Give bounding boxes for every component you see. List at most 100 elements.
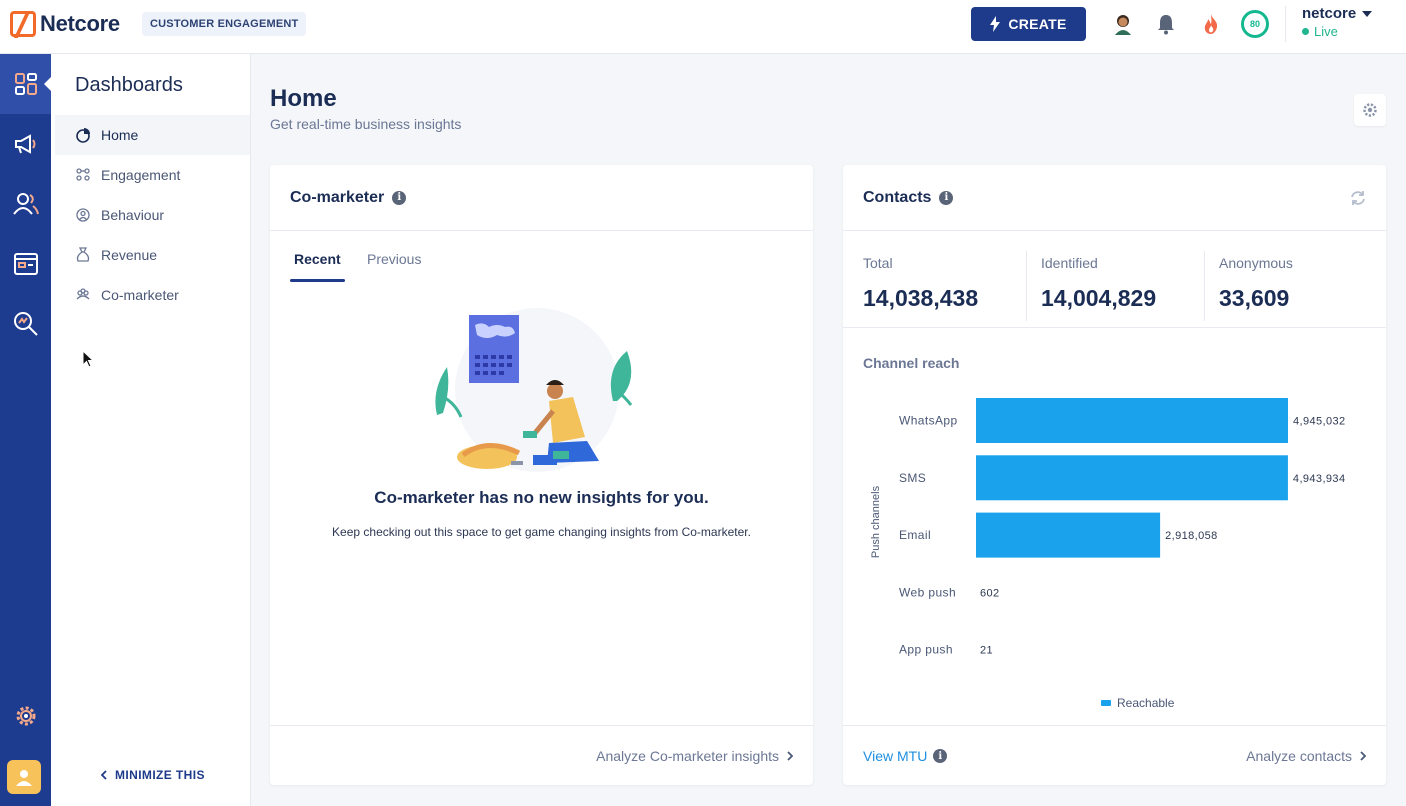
mouse-cursor-icon — [82, 350, 94, 368]
bar-value-label: 21 — [980, 645, 993, 657]
browser-window-icon — [13, 253, 38, 275]
create-button-label: CREATE — [1008, 16, 1067, 32]
live-status-dot — [1302, 28, 1309, 35]
empty-state-title: Co-marketer has no new insights for you. — [374, 488, 709, 507]
empty-state-subtitle: Keep checking out this space to get game… — [332, 525, 751, 539]
sidebar-item-label: Co-marketer — [101, 287, 179, 303]
tab-recent[interactable]: Recent — [294, 251, 341, 267]
stat-label: Identified — [1041, 255, 1098, 271]
channel-reach-title: Channel reach — [863, 355, 960, 371]
card-footer: View MTU i Analyze contacts — [843, 725, 1386, 785]
primary-nav-rail — [0, 54, 52, 806]
gear-icon — [16, 706, 35, 726]
bar[interactable] — [976, 512, 1161, 558]
sidebar-item-label: Behaviour — [101, 207, 165, 223]
active-tab-indicator — [290, 279, 345, 282]
analyze-co-marketer-label: Analyze Co-marketer insights — [596, 748, 779, 764]
stat-identified: Identified 14,004,829 — [1021, 231, 1201, 327]
stats-divider — [843, 327, 1386, 328]
bar-value-label: 2,918,058 — [1165, 530, 1218, 542]
rail-analytics[interactable] — [0, 294, 51, 354]
chevron-left-icon — [101, 770, 107, 780]
bar-value-label: 602 — [980, 587, 1000, 599]
legend-label: Reachable — [1117, 696, 1175, 710]
dashboard-settings-button[interactable] — [1354, 94, 1386, 126]
stat-label: Anonymous — [1219, 255, 1293, 271]
card-title: Contacts — [863, 188, 932, 206]
score-badge[interactable]: 80 — [1241, 10, 1269, 38]
rail-contacts[interactable] — [0, 174, 51, 234]
category-label: Email — [899, 528, 931, 542]
analyze-co-marketer-link[interactable]: Analyze Co-marketer insights — [596, 748, 793, 764]
sidebar-title: Dashboards — [75, 74, 183, 96]
user-avatar[interactable] — [7, 760, 41, 794]
pie-chart-icon — [76, 128, 90, 143]
empty-state-illustration — [435, 308, 633, 472]
category-label: WhatsApp — [899, 414, 958, 428]
flame-icon[interactable] — [1199, 12, 1223, 36]
contacts-card: Contacts i Total 14,038,438 Identified 1… — [843, 165, 1386, 785]
card-header: Co-marketer i — [270, 165, 813, 231]
analyze-contacts-link[interactable]: Analyze contacts — [1246, 748, 1366, 764]
category-label: SMS — [899, 471, 926, 485]
bar[interactable] — [976, 398, 1288, 443]
megaphone-icon — [14, 134, 35, 154]
notification-bell-icon[interactable] — [1154, 12, 1178, 36]
refresh-icon[interactable] — [1350, 190, 1366, 206]
bar[interactable] — [976, 455, 1288, 501]
rail-dashboards[interactable] — [0, 54, 52, 114]
info-icon[interactable]: i — [392, 190, 407, 205]
info-icon[interactable]: i — [939, 190, 954, 205]
account-switcher[interactable]: netcore Live — [1302, 5, 1373, 39]
sidebar-item-label: Home — [101, 127, 139, 143]
sidebar-item-home[interactable]: Home — [55, 115, 250, 155]
legend-swatch — [1101, 700, 1111, 706]
profile-avatar-icon[interactable] — [1111, 12, 1135, 36]
user-avatar-icon — [16, 770, 32, 786]
users-icon — [12, 193, 39, 215]
sidebar-item-label: Engagement — [101, 167, 181, 183]
sidebar-item-engagement[interactable]: Engagement — [55, 155, 250, 195]
minimize-sidebar-button[interactable]: MINIMIZE THIS — [101, 768, 205, 782]
stat-divider — [1204, 251, 1205, 321]
bar-value-label: 4,943,934 — [1293, 473, 1346, 485]
create-button[interactable]: CREATE — [971, 7, 1086, 41]
gear-icon — [1363, 103, 1377, 117]
stat-divider — [1026, 251, 1027, 321]
card-footer: Analyze Co-marketer insights — [270, 725, 813, 785]
stat-value: 14,004,829 — [1041, 285, 1157, 311]
sidebar-item-label: Revenue — [101, 247, 158, 263]
stat-value: 14,038,438 — [863, 285, 979, 311]
stat-anonymous: Anonymous 33,609 — [1199, 231, 1379, 327]
sidebar-item-behaviour[interactable]: Behaviour — [55, 195, 250, 235]
chevron-right-icon — [787, 751, 793, 761]
account-name: netcore — [1302, 5, 1357, 22]
card-header: Contacts i — [843, 165, 1386, 231]
group-icon — [76, 288, 90, 300]
page-title: Home — [270, 85, 337, 112]
analyze-contacts-label: Analyze contacts — [1246, 748, 1352, 764]
tab-previous[interactable]: Previous — [367, 251, 422, 267]
header-divider — [1285, 6, 1286, 42]
rail-settings[interactable] — [0, 686, 51, 746]
rail-content[interactable] — [0, 234, 51, 294]
co-marketer-card: Co-marketer i Recent Previous Co-markete… — [270, 165, 813, 785]
lightning-icon — [990, 16, 1001, 32]
top-bar: Netcore CUSTOMER ENGAGEMENT CREATE 80 ne… — [0, 0, 1406, 54]
users-icon — [76, 168, 90, 181]
netcore-logo-icon — [10, 11, 36, 37]
category-label: Web push — [899, 585, 956, 599]
view-mtu-link[interactable]: View MTU i — [863, 748, 948, 764]
caret-down-icon — [1362, 10, 1373, 17]
chevron-right-icon — [1360, 751, 1366, 761]
category-label: App push — [899, 643, 953, 657]
stat-value: 33,609 — [1219, 285, 1290, 311]
info-icon[interactable]: i — [933, 749, 948, 763]
stat-label: Total — [863, 255, 893, 271]
money-bag-icon — [76, 247, 90, 262]
sidebar-item-revenue[interactable]: Revenue — [55, 235, 250, 275]
netcore-logo[interactable]: Netcore — [10, 11, 120, 37]
sidebar-item-co-marketer[interactable]: Co-marketer — [55, 275, 250, 315]
bar-value-label: 4,945,032 — [1293, 416, 1346, 428]
rail-campaigns[interactable] — [0, 114, 51, 174]
